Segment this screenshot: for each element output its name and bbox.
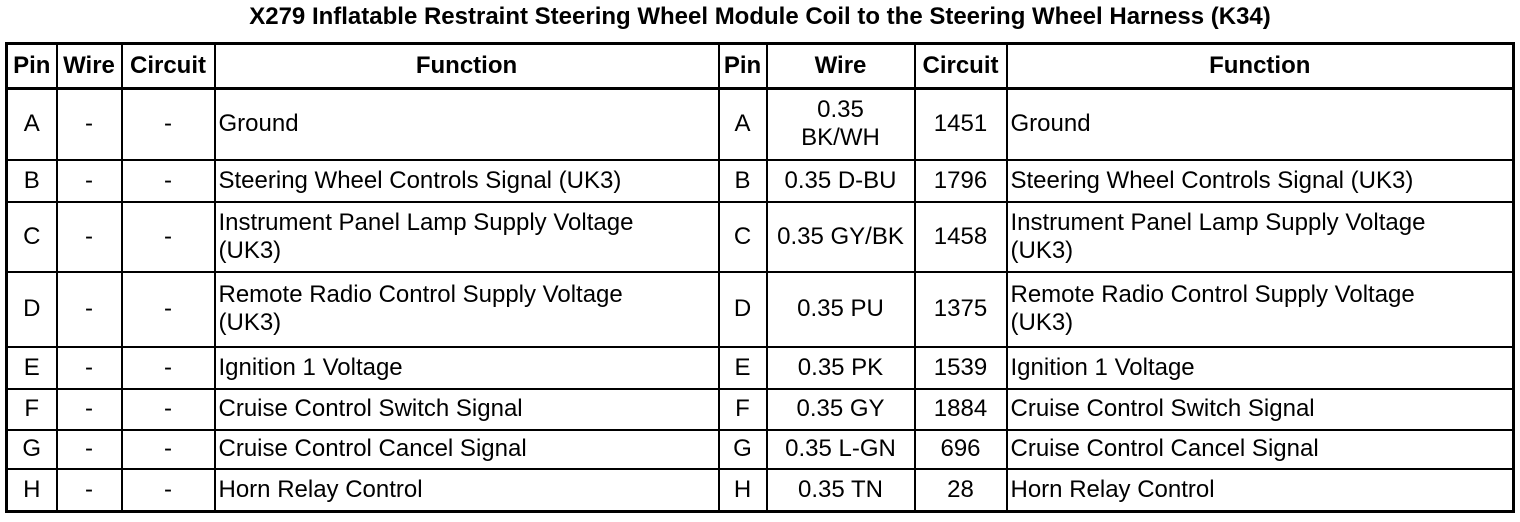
function-cell: Ignition 1 Voltage: [213, 345, 720, 390]
wire-cell: -: [55, 387, 123, 431]
pin-cell: D: [5, 270, 58, 348]
circuit-cell: -: [120, 387, 216, 431]
function-cell: Steering Wheel Controls Signal (UK3): [213, 158, 720, 203]
pin-cell: C: [5, 200, 58, 273]
table-row-pin-a: A - - Ground A 0.35 BK/WH 1451 Ground: [5, 87, 1515, 161]
pin-cell: B: [5, 158, 58, 203]
table-row-pin-f: F - - Cruise Control Switch Signal F 0.3…: [5, 387, 1515, 431]
wire-cell: 0.35 L-GN: [765, 428, 916, 470]
circuit-cell: 1458: [913, 200, 1008, 273]
wire-cell: 0.35 D-BU: [765, 158, 916, 203]
wire-cell: -: [55, 200, 123, 273]
page-title: X279 Inflatable Restraint Steering Wheel…: [249, 3, 1271, 30]
circuit-cell: 28: [913, 467, 1008, 513]
function-cell: Cruise Control Switch Signal: [213, 387, 720, 431]
wire-cell: 0.35 PK: [765, 345, 916, 390]
circuit-cell: -: [120, 200, 216, 273]
table-row-pin-d: D - - Remote Radio Control Supply Voltag…: [5, 270, 1515, 348]
circuit-cell: 696: [913, 428, 1008, 470]
function-cell: Horn Relay Control: [213, 467, 720, 513]
function-cell: Cruise Control Cancel Signal: [213, 428, 720, 470]
function-cell: Steering Wheel Controls Signal (UK3): [1005, 158, 1515, 203]
table-row-pin-g: G - - Cruise Control Cancel Signal G 0.3…: [5, 428, 1515, 470]
function-cell: Instrument Panel Lamp Supply Voltage (UK…: [213, 200, 720, 273]
circuit-cell: -: [120, 158, 216, 203]
wire-cell: -: [55, 270, 123, 348]
pin-cell: F: [717, 387, 768, 431]
pin-cell: A: [717, 87, 768, 161]
circuit-cell: 1796: [913, 158, 1008, 203]
pin-cell: C: [717, 200, 768, 273]
wire-cell: 0.35 TN: [765, 467, 916, 513]
header-row: Pin Wire Circuit Function Pin Wire Circu…: [5, 42, 1515, 90]
pin-cell: B: [717, 158, 768, 203]
wire-cell: -: [55, 158, 123, 203]
pin-header-right: Pin: [717, 42, 768, 90]
pin-header-left: Pin: [5, 42, 58, 90]
pin-cell: E: [5, 345, 58, 390]
function-cell: Remote Radio Control Supply Voltage (UK3…: [213, 270, 720, 348]
wire-cell: 0.35 PU: [765, 270, 916, 348]
wire-cell: -: [55, 467, 123, 513]
wire-cell: -: [55, 345, 123, 390]
circuit-cell: 1375: [913, 270, 1008, 348]
table-row-pin-b: B - - Steering Wheel Controls Signal (UK…: [5, 158, 1515, 203]
function-cell: Ground: [1005, 87, 1515, 161]
function-cell: Instrument Panel Lamp Supply Voltage (UK…: [1005, 200, 1515, 273]
function-header-left: Function: [213, 42, 720, 90]
circuit-cell: -: [120, 428, 216, 470]
pin-cell: A: [5, 87, 58, 161]
function-cell: Cruise Control Cancel Signal: [1005, 428, 1515, 470]
circuit-cell: 1884: [913, 387, 1008, 431]
wire-header-left: Wire: [55, 42, 123, 90]
wire-cell: -: [55, 87, 123, 161]
pin-cell: F: [5, 387, 58, 431]
table-row-pin-h: H - - Horn Relay Control H 0.35 TN 28 Ho…: [5, 467, 1515, 513]
pinout-table: Pin Wire Circuit Function Pin Wire Circu…: [5, 42, 1515, 513]
pin-cell: E: [717, 345, 768, 390]
pin-cell: G: [717, 428, 768, 470]
circuit-cell: 1451: [913, 87, 1008, 161]
function-cell: Cruise Control Switch Signal: [1005, 387, 1515, 431]
wire-header-right: Wire: [765, 42, 916, 90]
function-cell: Remote Radio Control Supply Voltage (UK3…: [1005, 270, 1515, 348]
wire-cell: 0.35 BK/WH: [765, 87, 916, 161]
pin-cell: H: [5, 467, 58, 513]
function-header-right: Function: [1005, 42, 1515, 90]
pin-cell: G: [5, 428, 58, 470]
circuit-cell: -: [120, 270, 216, 348]
circuit-header-left: Circuit: [120, 42, 216, 90]
wire-cell: 0.35 GY: [765, 387, 916, 431]
circuit-cell: -: [120, 345, 216, 390]
function-cell: Ignition 1 Voltage: [1005, 345, 1515, 390]
pin-cell: H: [717, 467, 768, 513]
circuit-cell: 1539: [913, 345, 1008, 390]
circuit-cell: -: [120, 467, 216, 513]
function-cell: Horn Relay Control: [1005, 467, 1515, 513]
wire-cell: -: [55, 428, 123, 470]
wire-cell: 0.35 GY/BK: [765, 200, 916, 273]
pin-cell: D: [717, 270, 768, 348]
table-row-pin-c: C - - Instrument Panel Lamp Supply Volta…: [5, 200, 1515, 273]
table-row-pin-e: E - - Ignition 1 Voltage E 0.35 PK 1539 …: [5, 345, 1515, 390]
function-cell: Ground: [213, 87, 720, 161]
circuit-cell: -: [120, 87, 216, 161]
circuit-header-right: Circuit: [913, 42, 1008, 90]
